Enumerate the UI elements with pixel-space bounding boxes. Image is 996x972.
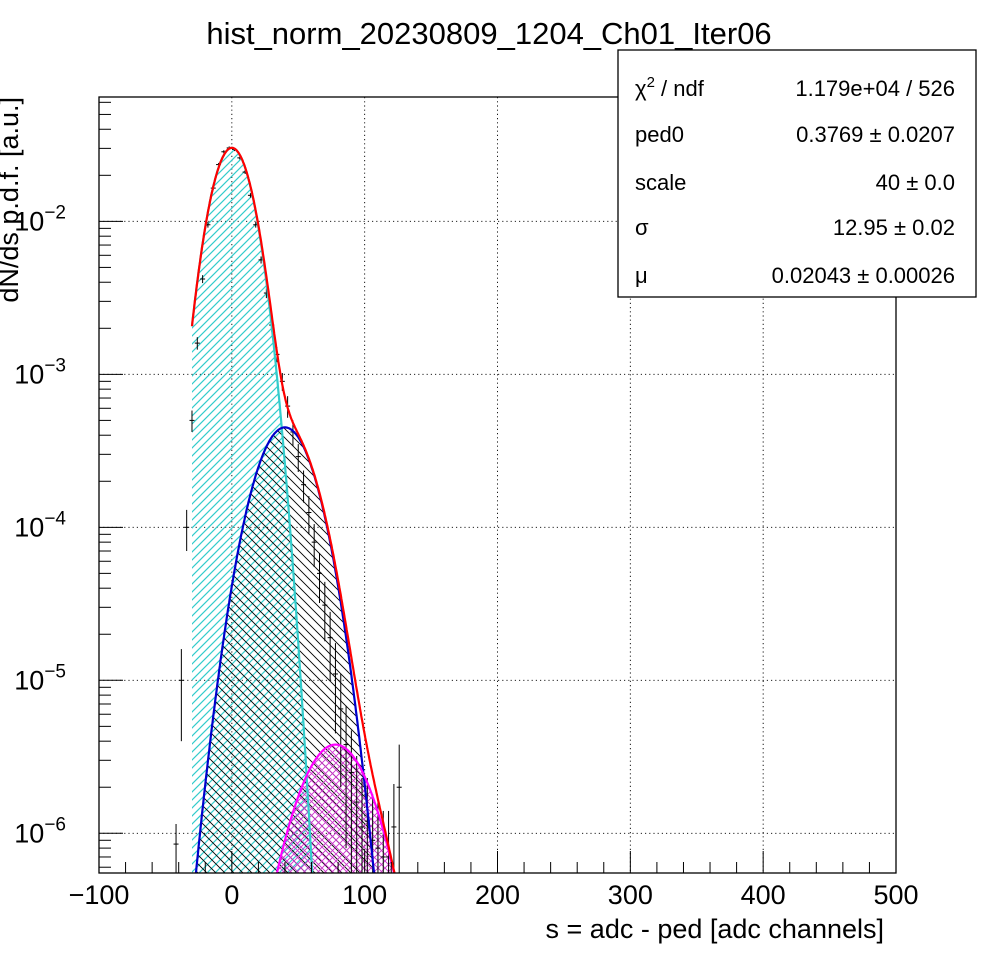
data-point [354, 756, 360, 873]
y-tick-label: 10−4 [14, 508, 66, 542]
stats-row-name: μ [635, 263, 648, 288]
x-tick-label: −100 [69, 880, 130, 910]
stats-row-name: χ2 / ndf [635, 74, 705, 101]
y-tick-label: 10−2 [14, 202, 66, 236]
data-point [200, 275, 206, 284]
stats-row-name: scale [635, 170, 686, 195]
stats-row-name: ped0 [635, 122, 684, 147]
data-point [396, 744, 402, 873]
x-tick-label: 100 [342, 880, 387, 910]
stats-box-frame [617, 49, 977, 298]
stats-row-value: 1.179e+04 / 526 [795, 76, 955, 101]
y-axis-label: dN/ds p.d.f. [a.u.] [0, 97, 24, 303]
x-tick-label: 400 [741, 880, 786, 910]
data-point [184, 509, 190, 552]
fit-curves [190, 146, 396, 873]
data-point [359, 777, 365, 873]
stats-row-ped0: ped0 0.3769 ± 0.0207 [635, 122, 955, 147]
data-point [295, 444, 301, 472]
component-fills [192, 147, 394, 873]
data-point [327, 611, 333, 681]
stats-row-value: 0.3769 ± 0.0207 [796, 122, 955, 147]
single-pe-component-curve [194, 426, 376, 873]
y-tick-label: 10−6 [14, 814, 66, 848]
data-point [332, 643, 338, 734]
data-point [343, 705, 349, 849]
x-axis: −100 0 100 200 300 400 500 [69, 851, 919, 910]
stats-row-name: σ [635, 215, 649, 240]
data-point [338, 673, 344, 788]
data-point [322, 581, 328, 642]
fit-statistics-box: χ2 / ndf 1.179e+04 / 526 ped0 0.3769 ± 0.02… [617, 49, 977, 298]
stats-row-value: 12.95 ± 0.02 [833, 215, 955, 240]
y-axis: 10−2 10−3 10−4 10−5 10−6 [14, 101, 123, 868]
stats-row-ndf: χ2 / ndf 1.179e+04 / 526 [635, 74, 955, 101]
data-point [311, 524, 317, 568]
x-tick-label: 500 [873, 880, 918, 910]
stats-row-value: 0.02043 ± 0.00026 [772, 263, 955, 288]
stats-row-scale: scale 40 ± 0.0 [635, 170, 955, 195]
stats-row-mu: μ 0.02043 ± 0.00026 [635, 263, 955, 288]
data-point [173, 823, 179, 873]
data-point [348, 730, 354, 873]
data-point [391, 783, 397, 873]
data-point [194, 337, 200, 350]
data-point [317, 552, 323, 604]
y-tick-label: 10−3 [14, 355, 66, 389]
x-axis-label: s = adc - ped [adc channels] [546, 914, 884, 944]
stats-row-sigma: σ 12.95 ± 0.02 [635, 215, 955, 240]
y-tick-label: 10−5 [14, 661, 66, 695]
double-pe-component-curve [275, 743, 396, 873]
data-point [178, 649, 184, 742]
x-tick-label: 300 [608, 880, 653, 910]
total-fit-curve [190, 146, 396, 873]
data-point [189, 410, 195, 432]
stats-row-value: 40 ± 0.0 [876, 170, 955, 195]
data-point [306, 496, 312, 535]
x-tick-label: 0 [224, 880, 239, 910]
data-point [301, 470, 307, 503]
chart-title: hist_norm_20230809_1204_Ch01_Iter06 [206, 16, 771, 51]
data-point [375, 802, 381, 873]
x-tick-label: 200 [475, 880, 520, 910]
